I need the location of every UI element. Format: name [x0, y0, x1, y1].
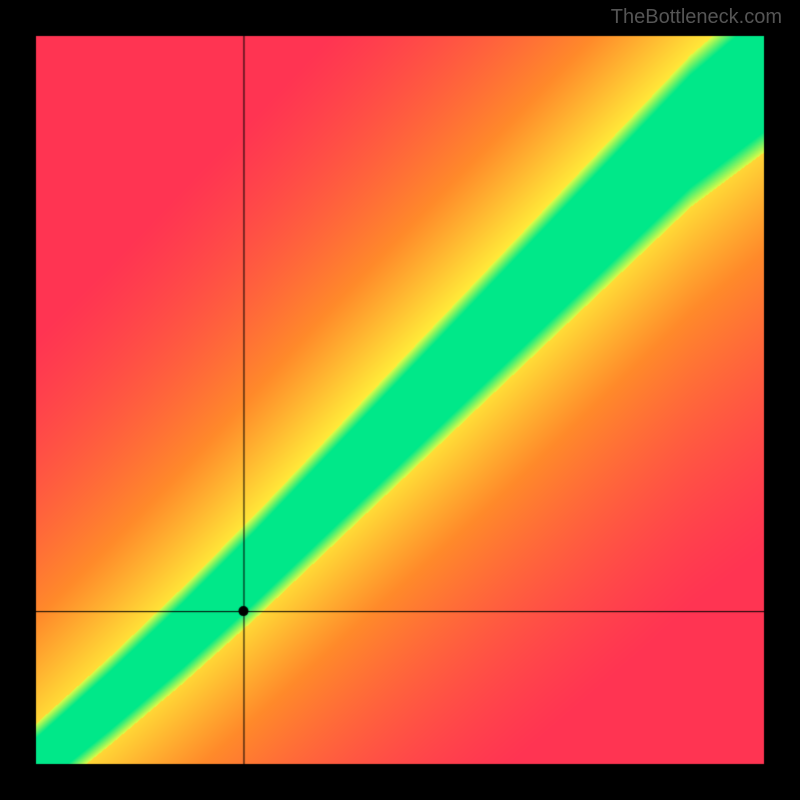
watermark-text: TheBottleneck.com [611, 6, 782, 29]
bottleneck-heatmap [0, 0, 800, 800]
chart-container: TheBottleneck.com [0, 0, 800, 800]
